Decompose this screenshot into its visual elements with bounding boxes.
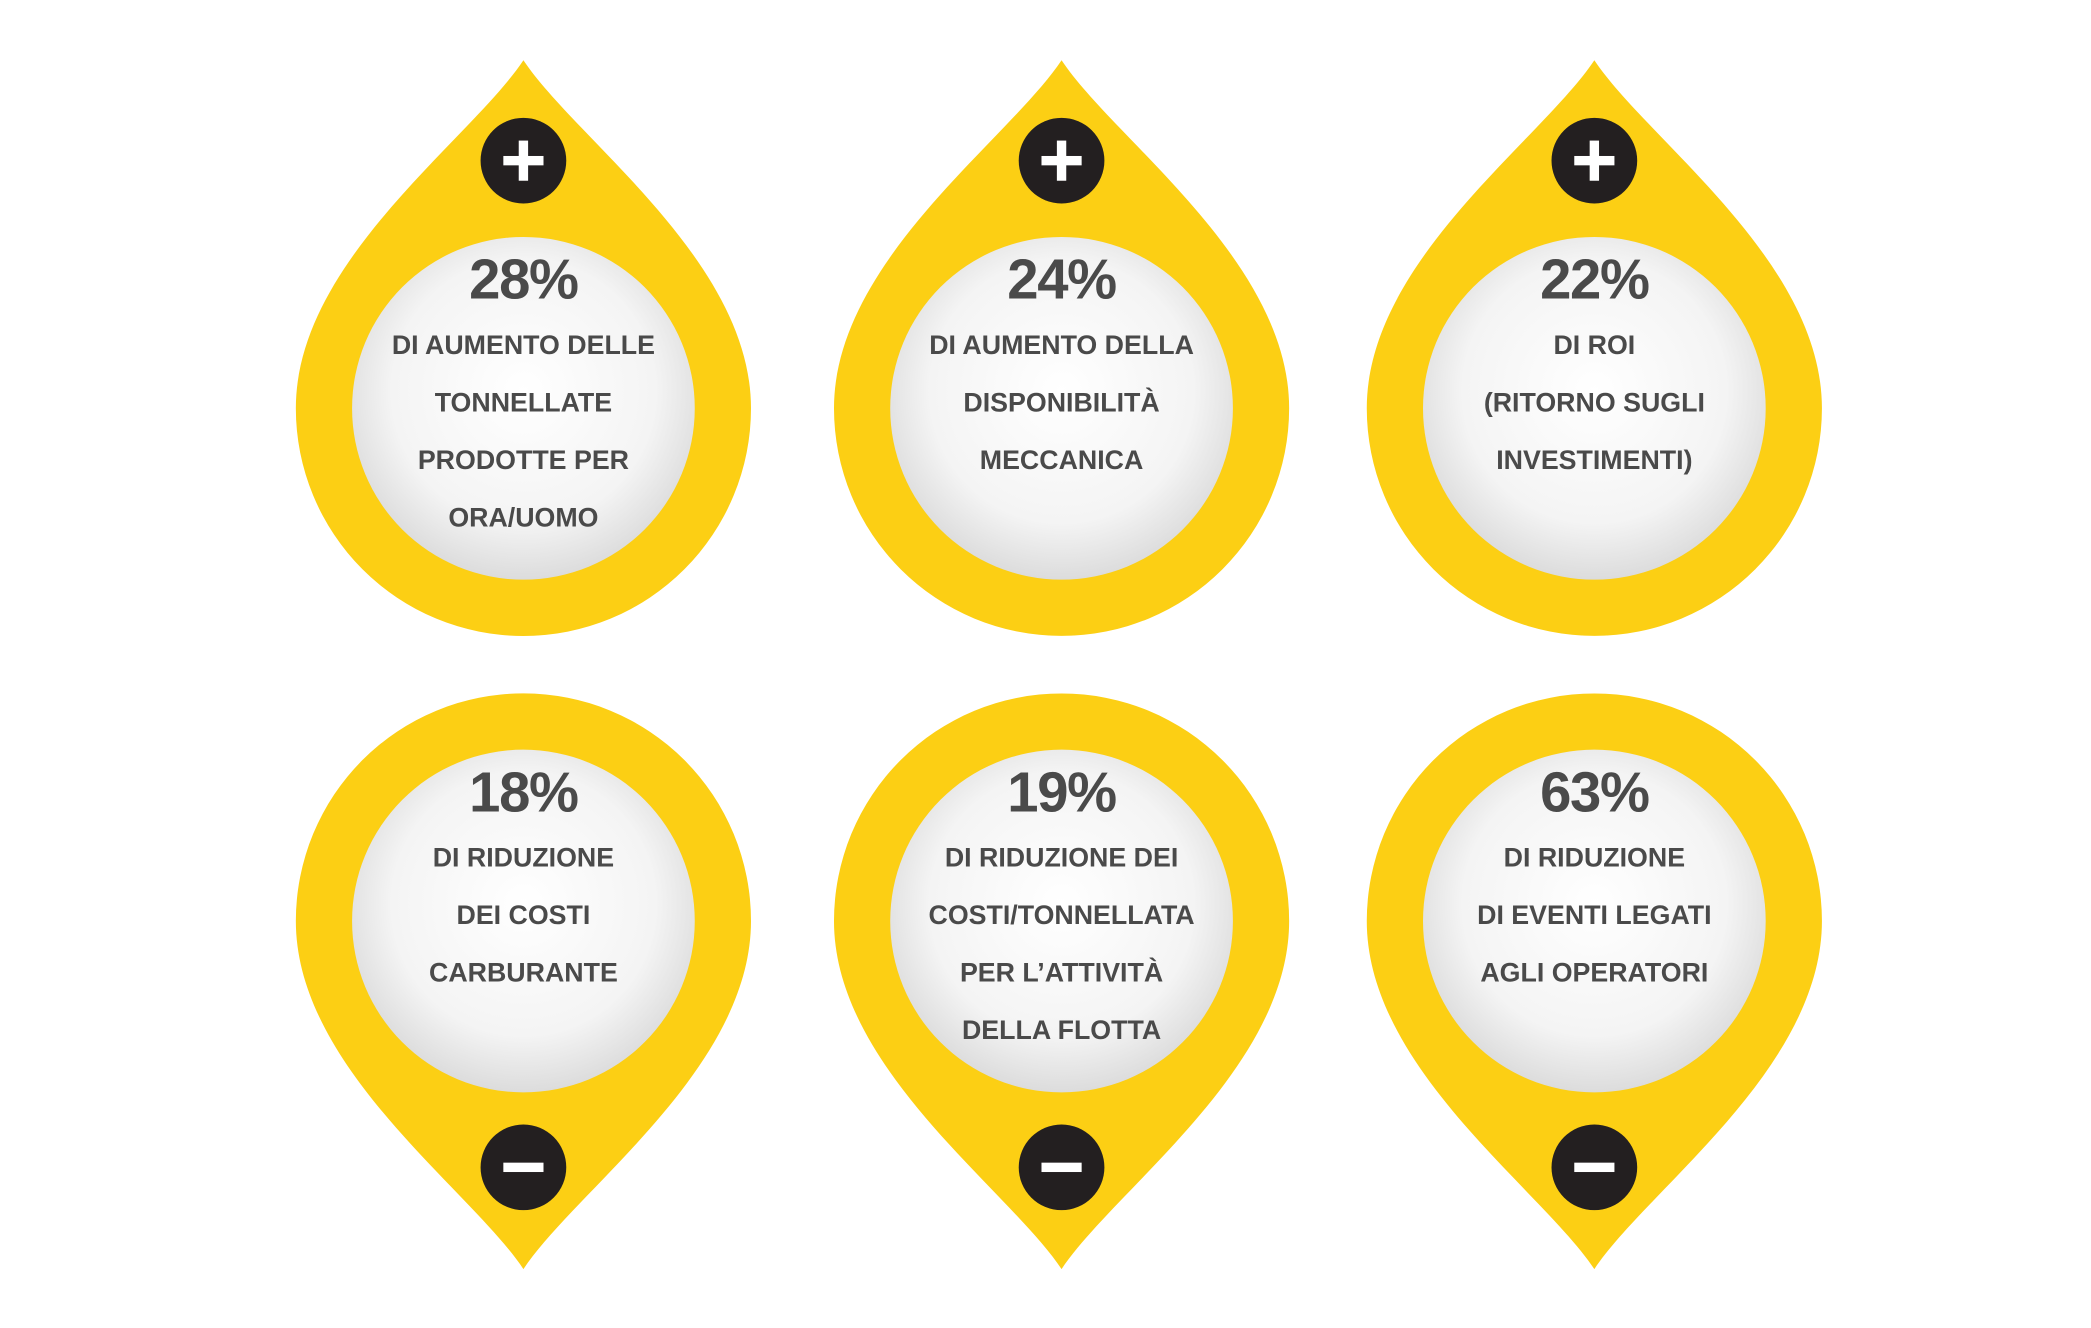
sign-bar xyxy=(518,140,529,181)
stat-label: DI RIDUZIONE xyxy=(433,843,614,873)
stat-label: MECCANICA xyxy=(980,445,1144,475)
stat-card: 28% DI AUMENTO DELLE TONNELLATE PRODOTTE PE… xyxy=(295,60,751,636)
sign-bar xyxy=(1589,140,1600,181)
stat-label: AGLI OPERATORI xyxy=(1480,958,1708,988)
inner-circle xyxy=(890,749,1233,1093)
stat-label: PER L’ATTIVITÀ xyxy=(960,957,1163,988)
stat-label: DISPONIBILITÀ xyxy=(963,386,1159,417)
inner-circle xyxy=(352,749,695,1093)
stat-value: 19% xyxy=(1007,760,1116,823)
stat-label: DI ROI xyxy=(1553,330,1635,360)
stat-value: 63% xyxy=(1540,760,1649,823)
stat-card: 24% DI AUMENTO DELLA DISPONIBILITÀ MECCANIC… xyxy=(833,60,1290,636)
stat-value: 18% xyxy=(469,760,578,823)
stat-card: 63% DI RIDUZIONE DI EVENTI LEGATI AGLI OPER… xyxy=(1366,693,1822,1270)
stat-label: TONNELLATE xyxy=(435,387,612,417)
stat-label: ORA/UOMO xyxy=(448,503,598,533)
inner-circle xyxy=(1423,236,1766,580)
stat-label: DI RIDUZIONE DEI xyxy=(945,843,1178,873)
sign-bar xyxy=(503,1162,544,1173)
stat-label: (RITORNO SUGLI xyxy=(1484,387,1705,417)
sign-bar xyxy=(1041,1162,1082,1173)
stat-label: INVESTIMENTI) xyxy=(1496,445,1692,475)
stat-label: DI EVENTI LEGATI xyxy=(1477,900,1711,930)
stat-label: CARBURANTE xyxy=(429,958,618,988)
inner-circle xyxy=(352,236,695,580)
stat-label: DEI COSTI xyxy=(456,900,590,930)
stat-label: DI RIDUZIONE xyxy=(1504,843,1685,873)
stat-value: 24% xyxy=(1007,248,1116,311)
stat-card: 18% DI RIDUZIONE DEI COSTI CARBURANTE xyxy=(295,693,751,1270)
stat-card: 19% DI RIDUZIONE DEI COSTI/TONNELLATA PER L… xyxy=(833,693,1290,1270)
stat-card: 22% DI ROI (RITORNO SUGLI INVESTIMENTI) xyxy=(1366,60,1822,636)
stat-label: DELLA FLOTTA xyxy=(962,1015,1161,1045)
stat-value: 28% xyxy=(469,248,578,311)
stat-label: PRODOTTE PER xyxy=(418,445,629,475)
stat-value: 22% xyxy=(1540,248,1649,311)
stat-label: DI AUMENTO DELLA xyxy=(929,330,1194,360)
stat-label: COSTI/TONNELLATA xyxy=(928,900,1194,930)
inner-circle xyxy=(890,236,1233,580)
sign-bar xyxy=(1056,140,1067,181)
sign-bar xyxy=(1574,1162,1615,1173)
inner-circle xyxy=(1423,749,1766,1093)
stat-label: DI AUMENTO DELLE xyxy=(392,330,655,360)
